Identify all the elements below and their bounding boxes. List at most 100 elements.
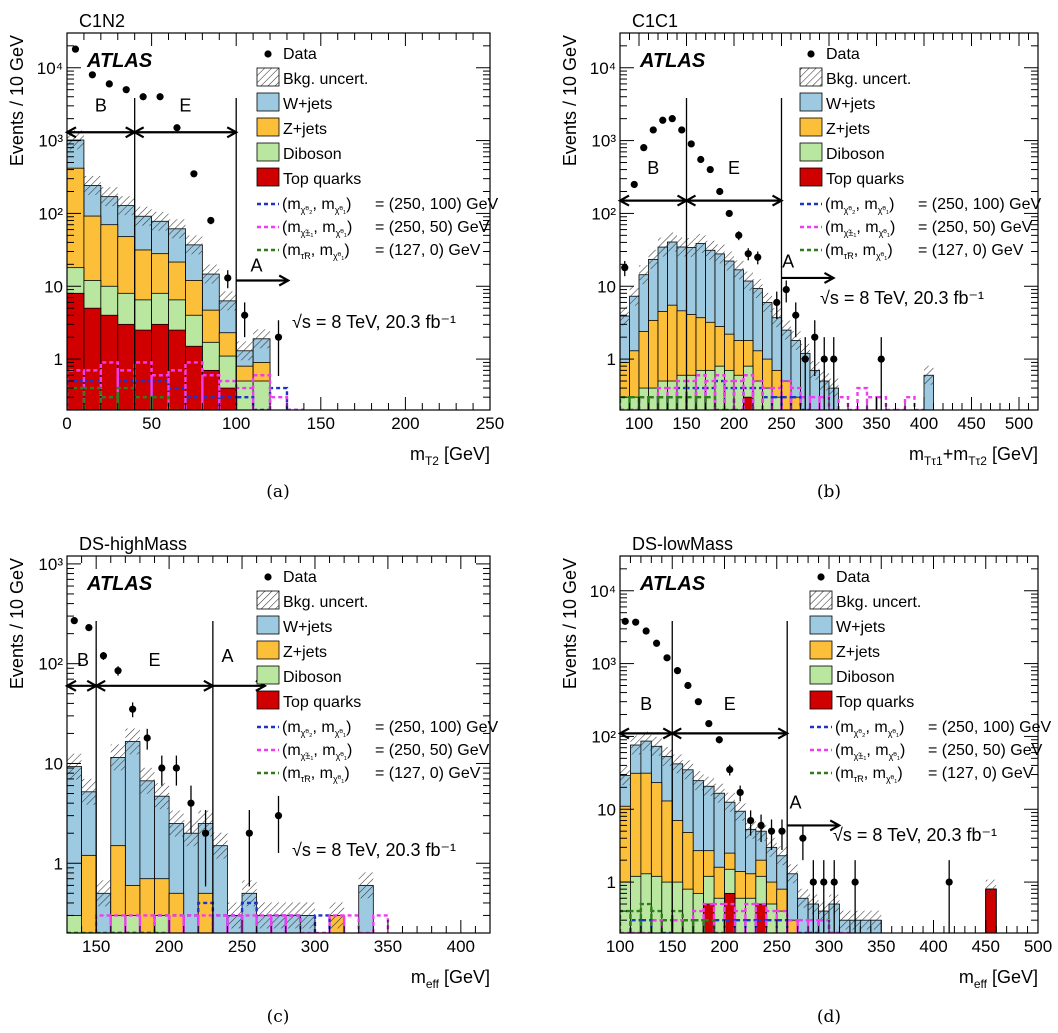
bkg-uncert-band <box>81 778 97 805</box>
data-point <box>190 170 198 178</box>
bkg-uncert-band <box>242 880 257 907</box>
bkg-uncert-band <box>753 279 763 299</box>
bkg-uncert-band <box>870 910 882 930</box>
plot-frame <box>66 32 491 411</box>
region-label: E <box>724 694 736 714</box>
bar-zjets <box>81 854 97 933</box>
arrow-head <box>226 126 239 139</box>
x-axis-label: meff [GeV] <box>411 967 490 991</box>
x-tick-label: 250 <box>476 414 504 433</box>
bkg-uncert-band <box>212 832 228 859</box>
legend-label-diboson: Diboson <box>826 146 885 163</box>
region-label: A <box>782 251 794 271</box>
signal-line-sig1 <box>67 379 304 410</box>
region-label: E <box>728 158 740 178</box>
legend-value-sig2: = (250, 50) GeV <box>918 219 1033 236</box>
legend-label-diboson: Diboson <box>283 669 342 686</box>
legend-label-top: Top quarks <box>283 171 361 188</box>
legend-swatch-top <box>256 167 280 187</box>
arrow-head <box>132 126 145 139</box>
plot-frame <box>66 555 491 934</box>
bar-diboson <box>638 387 649 410</box>
data-point <box>70 617 78 625</box>
x-tick-label: 350 <box>867 937 895 956</box>
bar-diboson <box>620 396 630 410</box>
legend-label-sig2: (mχ̃±₁, mχ̃⁰₁) <box>282 742 352 761</box>
legend-label-diboson: Diboson <box>283 146 342 163</box>
x-tick-label: 250 <box>228 937 256 956</box>
data-point <box>820 878 828 886</box>
data-point <box>663 654 671 662</box>
bar-zjets <box>781 380 792 410</box>
arrow-head <box>684 194 697 207</box>
x-axis-label: mT2 [GeV] <box>410 444 490 468</box>
x-tick-label: 150 <box>307 414 335 433</box>
bkg-uncert-band <box>724 251 734 271</box>
bar-diboson <box>734 897 746 933</box>
chart-title: DS-lowMass <box>632 534 733 554</box>
bkg-uncert-band <box>620 306 630 326</box>
data-point <box>241 311 249 319</box>
region-label: A <box>221 646 233 666</box>
data-point <box>632 618 640 626</box>
bkg-uncert-band <box>762 292 772 312</box>
legend-value-sig1: = (250, 100) GeV <box>375 719 499 736</box>
y-tick-label: 1 <box>54 350 63 369</box>
bar-diboson <box>776 910 788 933</box>
data-point <box>744 250 752 258</box>
data-point <box>773 298 781 307</box>
region-label: E <box>149 650 161 670</box>
legend-label-wjets: W+jets <box>826 96 875 113</box>
bkg-uncert-band <box>67 753 82 780</box>
arrow-head <box>93 679 106 692</box>
legend-value-sig2: = (250, 50) GeV <box>375 742 490 759</box>
bkg-uncert-band <box>715 244 725 264</box>
x-tick-label: 500 <box>1005 414 1033 433</box>
x-tick-label: 150 <box>658 937 686 956</box>
arrow-head <box>829 819 842 832</box>
legend-value-sig1: = (250, 100) GeV <box>928 719 1052 736</box>
bkg-uncert-band <box>219 291 237 311</box>
data-point <box>652 639 661 647</box>
bkg-uncert-band <box>791 331 801 350</box>
bar-diboson <box>692 892 705 933</box>
arrow-head <box>771 194 784 207</box>
chart-title: DS-highMass <box>79 534 187 554</box>
data-point <box>668 115 676 123</box>
bar-diboson <box>765 903 778 933</box>
data-point <box>757 821 765 830</box>
legend-label-bkg: Bkg. uncert. <box>283 71 368 88</box>
data-point <box>122 86 130 94</box>
legend-swatch-diboson <box>809 665 833 685</box>
panel-1: B E A 0 50 100 150 200 250 1 10 10² 10³ 10⁴ mT2 [GeV] E… <box>7 11 504 502</box>
x-tick-label: 200 <box>391 414 419 433</box>
x-tick-label: 300 <box>815 414 843 433</box>
legend-label-sig2: (mχ̃±₁, mχ̃⁰₁) <box>282 219 352 238</box>
data-point <box>621 264 629 272</box>
legend-value-sig3: = (127, 0) GeV <box>918 242 1024 259</box>
bar-diboson <box>661 881 673 933</box>
bkg-uncert-band <box>667 232 677 252</box>
legend-swatch-wjets <box>809 615 833 635</box>
data-point <box>799 834 807 842</box>
bkg-uncert-band <box>117 196 135 216</box>
data-point <box>71 45 80 53</box>
data-point <box>715 736 723 744</box>
bkg-uncert-band <box>682 760 694 780</box>
bkg-uncert-band <box>787 864 798 884</box>
data-point <box>877 355 885 363</box>
y-tick-label: 10⁴ <box>590 582 616 601</box>
x-tick-label: 300 <box>301 937 329 956</box>
y-tick-label: 1 <box>607 350 616 369</box>
legend-swatch-bkg <box>256 590 280 610</box>
data-point <box>99 652 108 660</box>
legend-swatch-diboson <box>256 665 280 685</box>
data-point <box>172 764 180 772</box>
y-tick-label: 10 <box>44 277 63 296</box>
bkg-uncert-band <box>185 235 203 255</box>
bar-wjets <box>67 766 82 933</box>
bar-diboson <box>154 915 170 933</box>
legend-swatch-bkg <box>256 67 280 87</box>
bkg-uncert-band <box>125 728 140 755</box>
bar-top <box>117 323 136 410</box>
